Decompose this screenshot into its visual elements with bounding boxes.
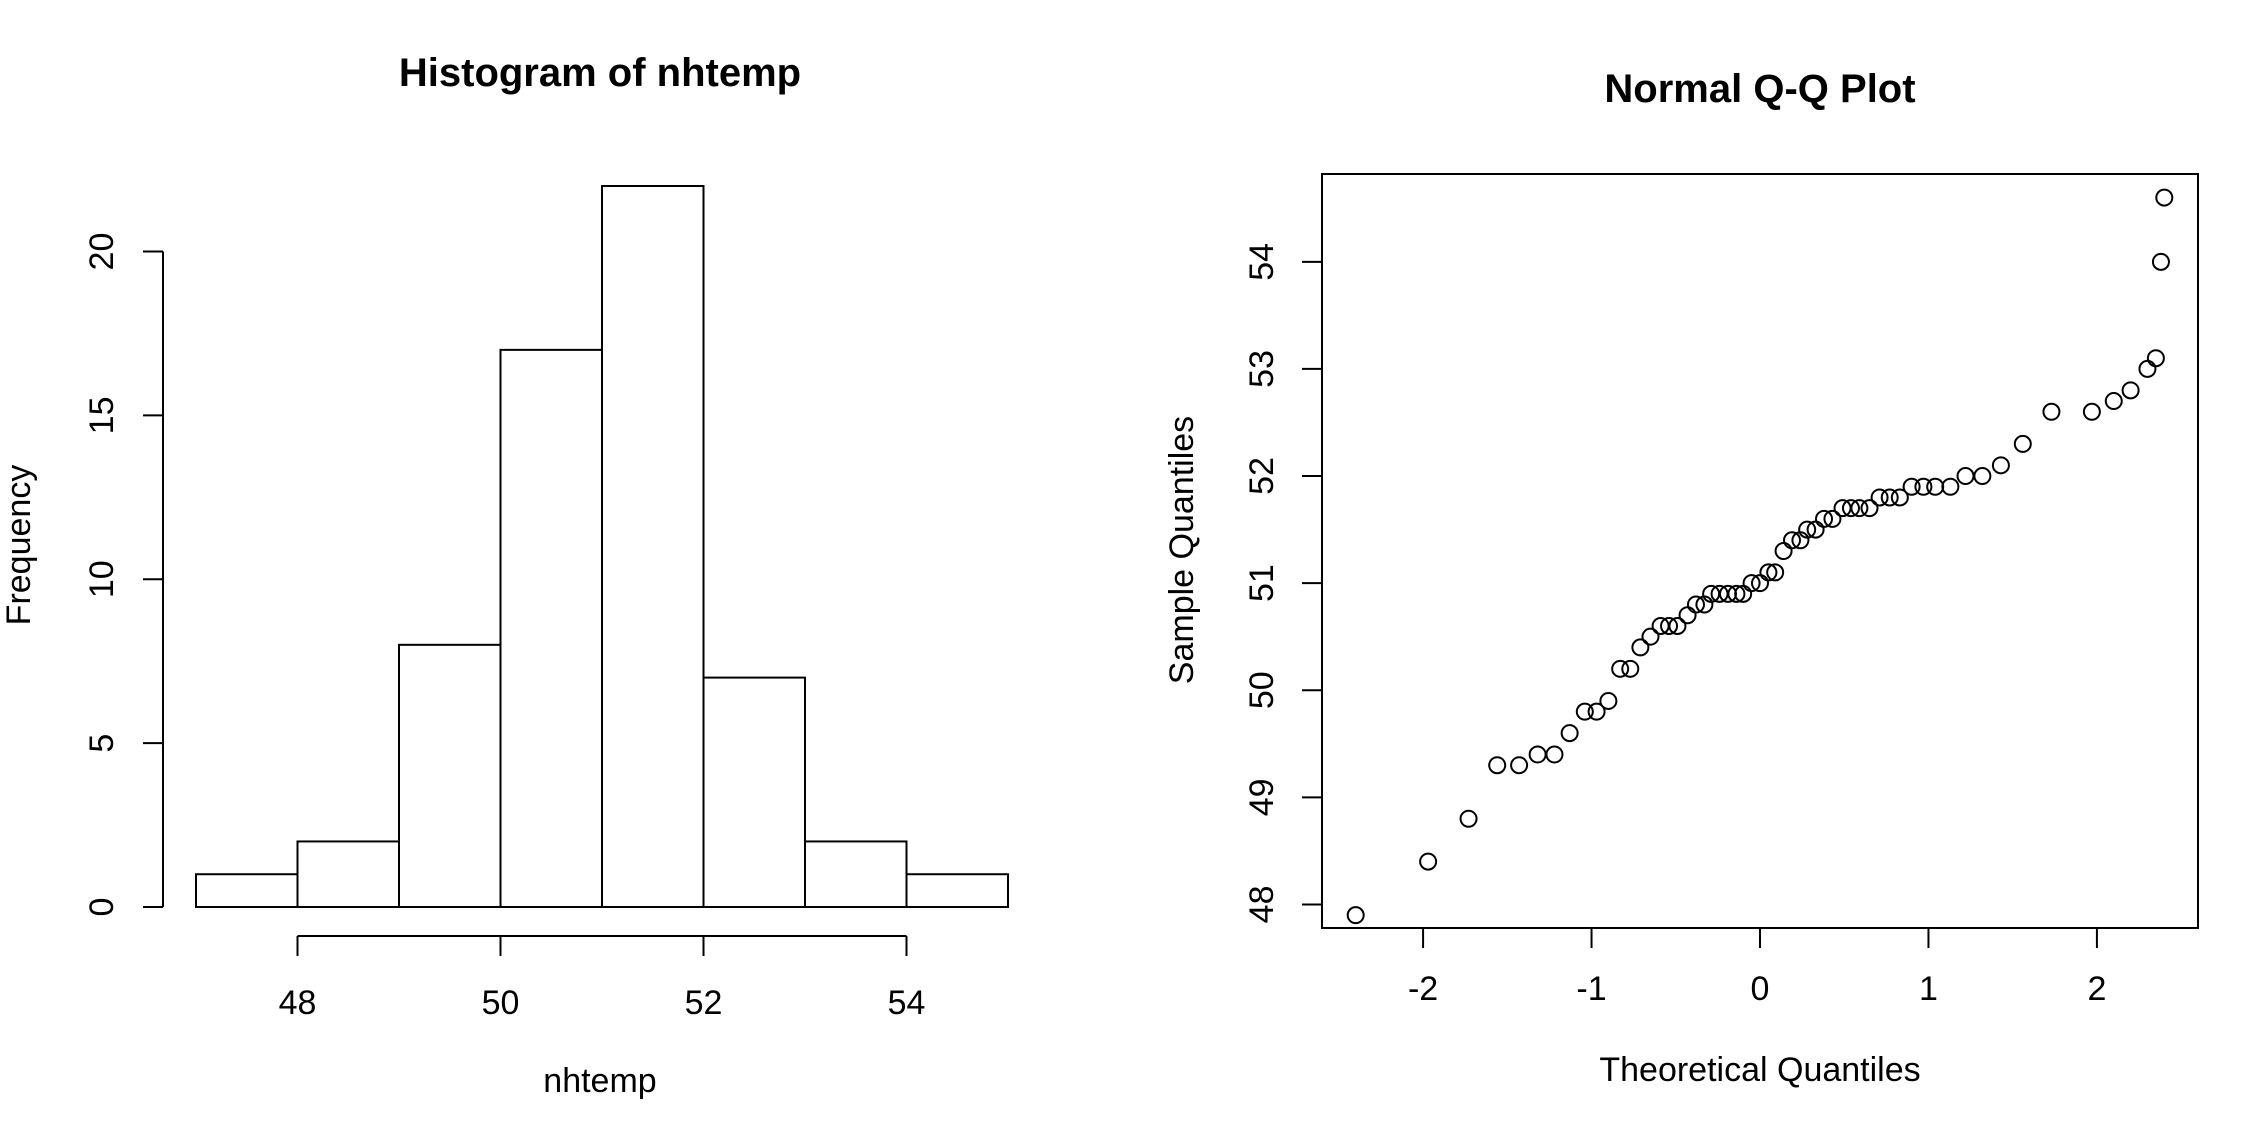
- qq-point: [1459, 809, 1478, 828]
- qq-plot-panel: Normal Q-Q Plot Theoretical Quantiles Sa…: [1163, 67, 2199, 1089]
- qq-plot-y-axis: 48 49 50 51 52 53 54: [1243, 243, 1322, 923]
- histogram-bar: [499, 348, 603, 908]
- qq-point: [1641, 627, 1660, 646]
- qq-point: [2146, 349, 2165, 368]
- qq-plot-x-tick-label: 2: [2087, 970, 2106, 1008]
- histogram-x-axis: 48 50 52 54: [279, 935, 926, 1022]
- qq-point: [1991, 456, 2010, 475]
- qq-point: [1599, 691, 1618, 710]
- qq-plot-y-tick-label: 53: [1243, 350, 1281, 388]
- qq-plot-title: Normal Q-Q Plot: [1604, 67, 1915, 111]
- qq-plot-y-tick-label: 49: [1243, 778, 1281, 816]
- qq-point: [1860, 499, 1879, 518]
- histogram-x-tick-label: 50: [482, 984, 520, 1022]
- qq-plot-x-tick-label: 0: [1751, 970, 1770, 1008]
- histogram-panel: Histogram of nhtemp nhtemp Frequency 48 5…: [0, 51, 1009, 1100]
- qq-point: [1631, 638, 1650, 657]
- qq-plot-x-tick-label: 1: [1919, 970, 1938, 1008]
- qq-point: [1678, 606, 1697, 625]
- histogram-y-tick-label: 0: [83, 898, 121, 917]
- qq-plot-frame: [1321, 173, 2199, 929]
- qq-point: [1488, 756, 1507, 775]
- qq-point: [1823, 509, 1842, 528]
- histogram-y-tick-label: 10: [83, 560, 121, 598]
- qq-point: [1926, 477, 1945, 496]
- histogram-bar: [195, 873, 299, 909]
- qq-point: [1841, 499, 1860, 518]
- histogram-bar: [702, 676, 806, 908]
- histogram-bars: [195, 185, 1009, 909]
- histogram-y-axis: 0 5 10 15 20: [83, 233, 164, 917]
- histogram-bar: [804, 840, 908, 908]
- qq-point: [1742, 574, 1761, 593]
- qq-point: [1621, 659, 1640, 678]
- qq-point: [1510, 756, 1529, 775]
- qq-plot-x-tick-label: -1: [1576, 970, 1606, 1008]
- qq-point: [1902, 477, 1921, 496]
- qq-point: [1815, 509, 1834, 528]
- qq-point: [2121, 381, 2140, 400]
- qq-point: [2155, 188, 2174, 207]
- histogram-x-tick-label: 54: [888, 984, 926, 1022]
- qq-point: [1587, 702, 1606, 721]
- qq-point: [1528, 745, 1547, 764]
- qq-plot-x-axis-label: Theoretical Quantiles: [1599, 1051, 1920, 1089]
- histogram-bar: [398, 643, 502, 908]
- qq-point: [1774, 542, 1793, 560]
- qq-point: [1956, 467, 1975, 486]
- histogram-bar: [905, 873, 1009, 909]
- qq-point: [1890, 488, 1909, 507]
- qq-point: [2013, 434, 2032, 453]
- qq-point: [1850, 499, 1869, 518]
- qq-point: [1611, 659, 1630, 678]
- histogram-bar: [601, 185, 705, 908]
- qq-point: [1560, 724, 1579, 743]
- histogram-x-tick-label: 52: [685, 984, 723, 1022]
- qq-point: [1727, 584, 1746, 603]
- qq-point: [1880, 488, 1899, 507]
- qq-plot-y-tick-label: 51: [1243, 564, 1281, 602]
- qq-point: [1798, 520, 1817, 539]
- qq-plot-points: [1346, 188, 2174, 925]
- qq-plot-y-tick-label: 48: [1243, 886, 1281, 924]
- qq-point: [1668, 616, 1687, 635]
- qq-plot-y-tick-label: 54: [1243, 243, 1281, 281]
- histogram-x-axis-label: nhtemp: [543, 1062, 656, 1100]
- qq-point: [1575, 702, 1594, 721]
- qq-plot-x-tick-label: -2: [1408, 970, 1438, 1008]
- qq-point: [1545, 745, 1564, 764]
- qq-point: [2151, 252, 2170, 271]
- qq-point: [1914, 477, 1933, 496]
- qq-point: [1973, 467, 1992, 486]
- qq-point: [1870, 488, 1889, 507]
- qq-point: [1759, 563, 1778, 582]
- histogram-y-tick-label: 5: [83, 734, 121, 753]
- histogram-title: Histogram of nhtemp: [399, 51, 801, 95]
- qq-plot-x-axis: -2 -1 0 1 2: [1408, 928, 2106, 1008]
- qq-point: [2042, 402, 2061, 421]
- qq-point: [1660, 616, 1679, 635]
- qq-plot-y-axis-label: Sample Quantiles: [1163, 416, 1201, 684]
- qq-plot-y-tick-label: 50: [1243, 671, 1281, 709]
- qq-point: [1783, 531, 1802, 550]
- qq-point: [1766, 563, 1785, 582]
- qq-point: [2104, 392, 2123, 411]
- qq-point: [2138, 359, 2157, 378]
- qq-point: [1686, 595, 1705, 614]
- histogram-bar: [296, 840, 400, 908]
- qq-point: [1941, 477, 1960, 496]
- histogram-x-tick-label: 48: [279, 984, 317, 1022]
- qq-point: [1346, 906, 1365, 925]
- histogram-y-axis-label: Frequency: [0, 465, 38, 626]
- qq-plot-y-tick-label: 52: [1243, 457, 1281, 495]
- histogram-y-tick-label: 20: [83, 233, 121, 271]
- qq-point: [1419, 852, 1438, 871]
- qq-point: [2082, 402, 2101, 421]
- histogram-y-tick-label: 15: [83, 396, 121, 434]
